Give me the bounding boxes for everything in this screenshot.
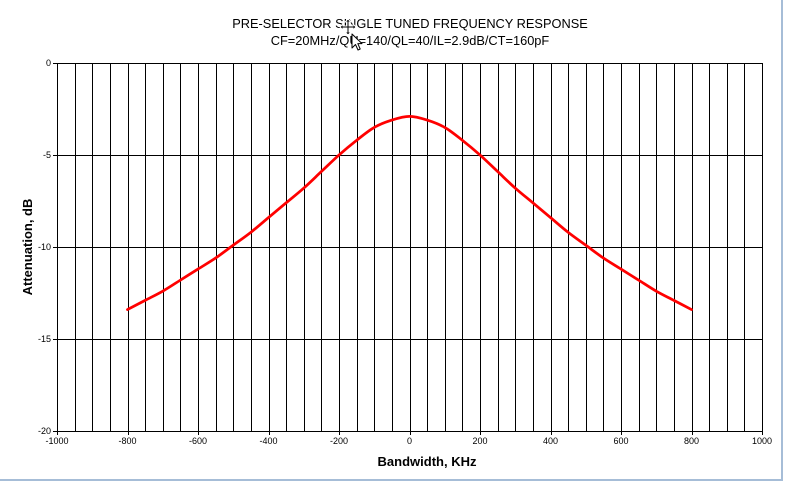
chart-title[interactable]: PRE-SELECTOR SINGLE TUNED FREQUENCY RESP… bbox=[232, 16, 588, 31]
x-tick-label: 200 bbox=[472, 436, 487, 446]
x-axis-title[interactable]: Bandwidth, KHz bbox=[378, 454, 477, 469]
mouse-cursor-icon bbox=[339, 18, 363, 51]
window-frame-right bbox=[781, 0, 783, 481]
y-tick-label: -15 bbox=[38, 334, 51, 344]
x-tick-label: 1000 bbox=[752, 436, 772, 446]
window-frame-bottom bbox=[0, 479, 783, 481]
x-tick-label: 800 bbox=[684, 436, 699, 446]
chart-subtitle[interactable]: CF=20MHz/QU=140/QL=40/IL=2.9dB/CT=160pF bbox=[271, 33, 550, 48]
y-tick-label: -5 bbox=[43, 150, 51, 160]
x-tick-label: 0 bbox=[407, 436, 412, 446]
move-cursor-icon bbox=[339, 18, 357, 36]
series-layer bbox=[126, 114, 693, 311]
x-tick-label: -200 bbox=[330, 436, 348, 446]
x-tick-label: 600 bbox=[613, 436, 628, 446]
x-tick-label: -400 bbox=[259, 436, 277, 446]
y-tick-label: -20 bbox=[38, 426, 51, 436]
x-tick-label: -1000 bbox=[45, 436, 68, 446]
x-tick-label: 400 bbox=[543, 436, 558, 446]
series-line[interactable] bbox=[126, 114, 693, 311]
y-tick-label: -10 bbox=[38, 242, 51, 252]
axis-tick-labels: -1000 -800 -600 -400 -200 0 200 400 600 800 1000 0 -… bbox=[38, 58, 772, 446]
pointer-cursor-icon bbox=[351, 33, 363, 51]
x-tick-label: -800 bbox=[118, 436, 136, 446]
y-axis-title[interactable]: Attenuation, dB bbox=[20, 199, 35, 296]
x-tick-label: -600 bbox=[189, 436, 207, 446]
axis-tick-marks bbox=[53, 63, 763, 435]
y-tick-label: 0 bbox=[46, 58, 51, 68]
